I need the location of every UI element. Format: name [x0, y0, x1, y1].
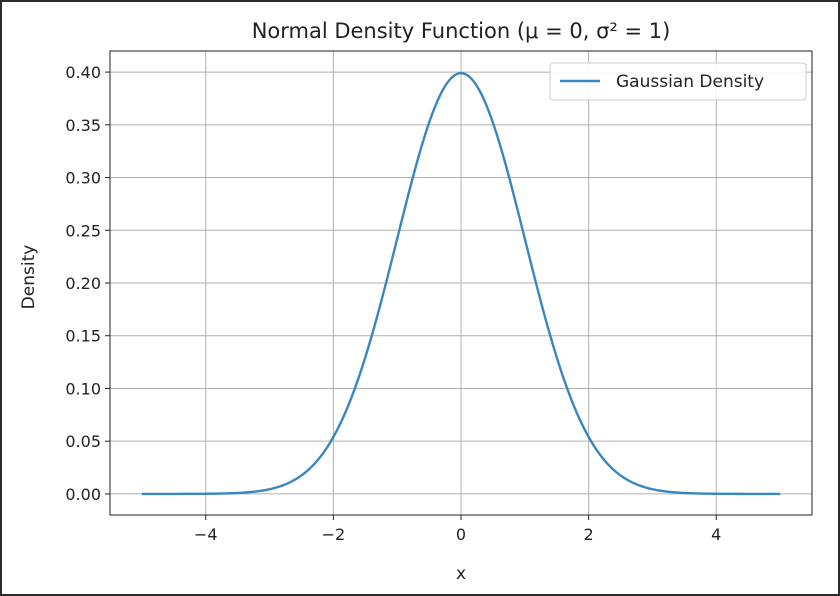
y-axis-label: Density [19, 245, 39, 310]
chart-title: Normal Density Function (μ = 0, σ² = 1) [252, 19, 671, 43]
x-tick-label: 4 [711, 525, 721, 544]
plot-lines [141, 72, 781, 496]
x-tick-label: −4 [194, 525, 218, 544]
legend: Gaussian Density [549, 62, 807, 101]
legend-label: Gaussian Density [616, 72, 764, 92]
y-tick-label: 0.15 [65, 327, 101, 346]
x-ticks: −4 −2 0 2 4 [194, 515, 721, 544]
x-tick-label: −2 [322, 525, 346, 544]
y-tick-label: 0.40 [65, 63, 101, 82]
x-tick-label: 2 [584, 525, 594, 544]
series-line-gaussian-density [141, 72, 781, 496]
y-tick-label: 0.10 [65, 379, 101, 398]
grid-lines [110, 51, 812, 515]
y-tick-label: 0.20 [65, 274, 101, 293]
x-axis-label: x [456, 564, 466, 584]
x-tick-label: 0 [456, 525, 466, 544]
legend-box [549, 62, 807, 101]
y-ticks: 0.00 0.05 0.10 0.15 0.20 0.25 0.30 0.35 0.40 [65, 63, 110, 504]
y-tick-label: 0.35 [65, 116, 101, 135]
y-tick-label: 0.30 [65, 169, 101, 188]
y-tick-label: 0.05 [65, 432, 101, 451]
y-tick-label: 0.00 [65, 485, 101, 504]
y-tick-label: 0.25 [65, 221, 101, 240]
